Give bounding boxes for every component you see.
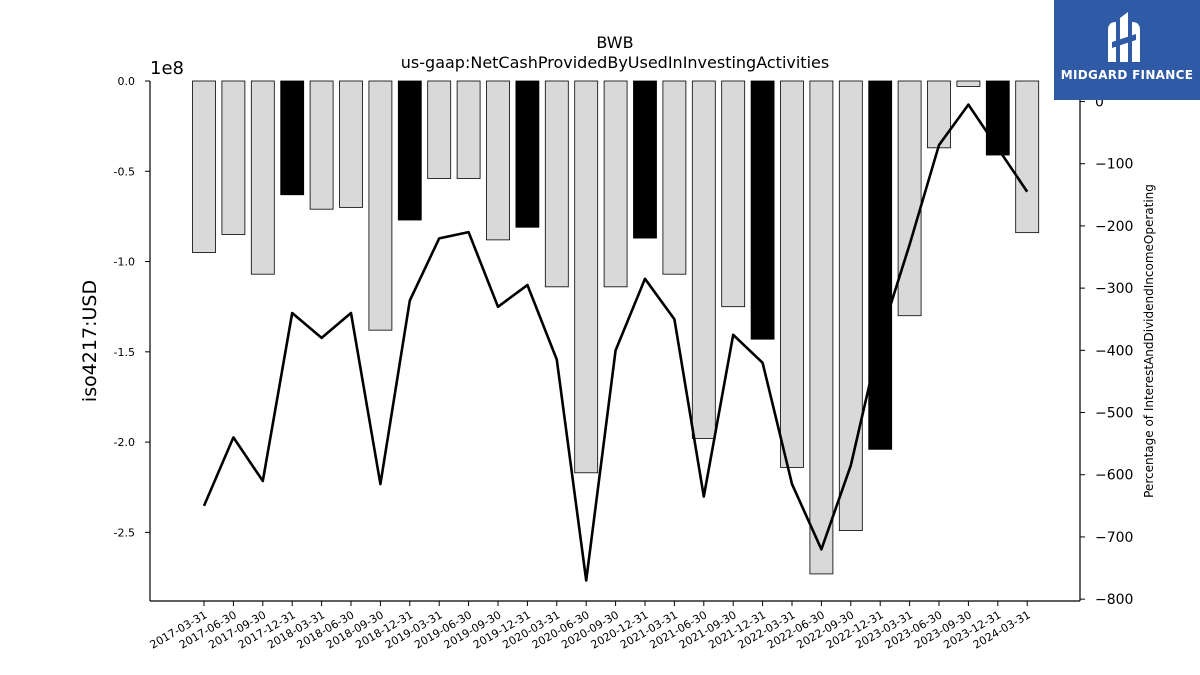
y-axis-label: iso4217:USD — [79, 280, 101, 402]
bar — [544, 80, 569, 288]
y-tick-label: -1.0 — [114, 256, 135, 269]
bar — [868, 80, 893, 450]
y2-tick-label: −100 — [1095, 157, 1133, 173]
y2-tick-label: −600 — [1095, 468, 1133, 484]
bar — [809, 80, 834, 575]
bar — [838, 80, 863, 531]
y2-tick-label: −800 — [1095, 592, 1133, 608]
y2-tick-label: −200 — [1095, 219, 1133, 235]
brand-logo: MIDGARD FINANCE — [1054, 0, 1200, 100]
bar — [956, 80, 981, 87]
bar — [662, 80, 687, 275]
bar — [691, 80, 716, 439]
y2-tick-label: −400 — [1095, 343, 1133, 359]
bar — [1015, 80, 1040, 234]
bar — [250, 80, 275, 275]
midgard-logo-icon — [1108, 12, 1140, 62]
y-tick-label: -2.0 — [114, 436, 135, 449]
y-tick-label: -2.5 — [114, 526, 135, 539]
series-line — [202, 103, 1029, 582]
bars-group — [192, 80, 1040, 575]
bar — [780, 80, 804, 468]
line-group — [202, 103, 1029, 582]
bar — [456, 80, 481, 179]
bar — [192, 80, 216, 253]
y2-tick-label: −300 — [1095, 281, 1133, 297]
y2-tick-label: 0 — [1095, 95, 1104, 111]
bar — [280, 80, 305, 196]
bar — [574, 80, 599, 474]
bar — [486, 80, 510, 241]
bar — [515, 80, 540, 228]
brand-name: MIDGARD FINANCE — [1060, 68, 1194, 82]
bar — [721, 80, 746, 308]
y-offset-label: 1e8 — [150, 58, 184, 79]
y2-tick-label: −500 — [1095, 406, 1133, 422]
y-tick-label: 0.0 — [118, 75, 136, 88]
bar — [368, 80, 393, 331]
bar — [603, 80, 628, 288]
bar — [427, 80, 452, 179]
axes-group: 0.0 -0.5 -1.0 -1.5 -2.0 -2.5 0 −100 −200 −300 −400… — [114, 75, 1134, 652]
chart-title: BWB — [596, 33, 633, 52]
bar — [927, 80, 951, 149]
chart-subtitle: us-gaap:NetCashProvidedByUsedInInvesting… — [401, 53, 829, 72]
y-tick-label: -1.5 — [114, 346, 135, 359]
bar — [897, 80, 922, 317]
bar — [633, 80, 657, 239]
bar — [309, 80, 334, 210]
bar — [750, 80, 775, 340]
y-tick-label: -0.5 — [114, 165, 135, 178]
y2-axis-label: Percentage of InterestAndDividendIncomeO… — [1142, 184, 1156, 498]
bar — [985, 80, 1010, 156]
bar — [339, 80, 363, 208]
bar — [221, 80, 246, 235]
bar — [397, 80, 422, 221]
y2-tick-label: −700 — [1095, 530, 1133, 546]
